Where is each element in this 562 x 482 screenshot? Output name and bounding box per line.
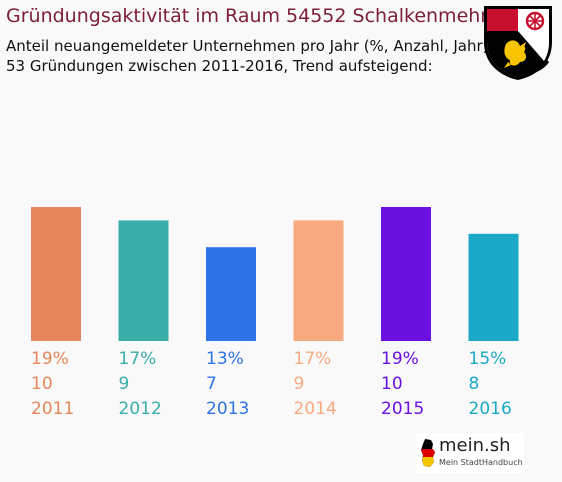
chart-subtitle: Anteil neuangemeldeter Unternehmen pro J… (6, 36, 489, 76)
subtitle-line-2: 53 Gründungen zwischen 2011-2016, Trend … (6, 57, 433, 75)
percent-label-2014: 17% (294, 349, 332, 369)
count-label-2011: 10 (31, 374, 53, 394)
count-label-2016: 8 (469, 374, 480, 394)
year-label-2016: 2016 (469, 399, 512, 419)
year-label-2012: 2012 (119, 399, 162, 419)
percent-label-2016: 15% (469, 349, 507, 369)
mein-sh-logo[interactable]: mein.sh Mein StadtHandbuch (416, 433, 524, 473)
year-label-2011: 2011 (31, 399, 74, 419)
subtitle-line-1: Anteil neuangemeldeter Unternehmen pro J… (6, 37, 489, 55)
bar-2016 (468, 233, 519, 341)
bar-2013 (206, 247, 256, 341)
year-label-2015: 2015 (381, 399, 424, 419)
bar-2015 (381, 207, 431, 341)
percent-label-2012: 17% (119, 349, 157, 369)
percent-label-2013: 13% (206, 349, 244, 369)
count-label-2015: 10 (381, 374, 403, 394)
chart-title: Gründungsaktivität im Raum 54552 Schalke… (6, 5, 512, 27)
percent-label-2011: 19% (31, 349, 69, 369)
bar-2011 (31, 207, 81, 341)
year-label-2013: 2013 (206, 399, 249, 419)
percent-label-2015: 19% (381, 349, 419, 369)
germany-map-icon (421, 439, 435, 467)
count-label-2012: 9 (119, 374, 130, 394)
bar-2014 (293, 220, 344, 341)
year-label-2014: 2014 (294, 399, 337, 419)
logo-text: mein.sh (439, 435, 511, 456)
coat-of-arms-icon (484, 6, 552, 80)
count-label-2014: 9 (294, 374, 305, 394)
bar-2012 (118, 220, 169, 341)
logo-subtext: Mein StadtHandbuch (439, 458, 523, 467)
count-label-2013: 7 (206, 374, 217, 394)
